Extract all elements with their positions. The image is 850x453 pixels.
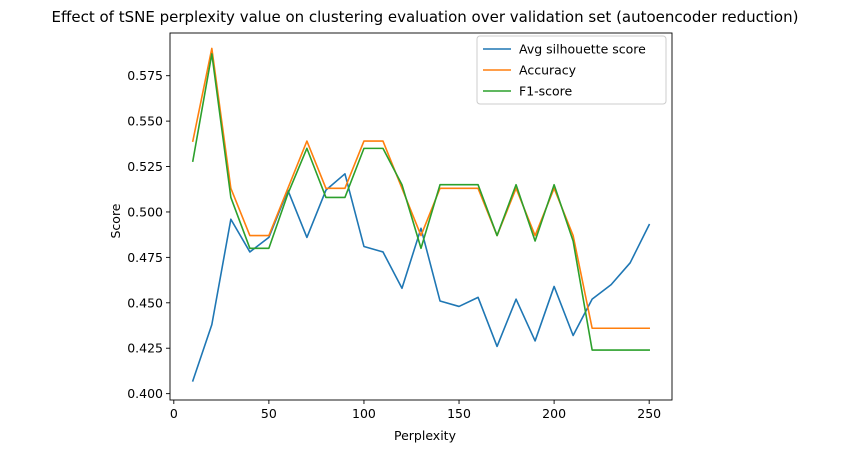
x-tick-label: 200 bbox=[542, 406, 566, 421]
x-axis-label: Perplexity bbox=[394, 428, 457, 443]
y-tick-label: 0.575 bbox=[127, 68, 163, 83]
series-line-1 bbox=[191, 47, 650, 330]
y-tick-label: 0.550 bbox=[127, 114, 163, 129]
y-tick-label: 0.425 bbox=[127, 341, 163, 356]
y-tick-label: 0.500 bbox=[127, 204, 163, 219]
y-axis-label: Score bbox=[108, 203, 123, 238]
chart-title: Effect of tSNE perplexity value on clust… bbox=[52, 8, 799, 26]
y-tick-label: 0.525 bbox=[127, 159, 163, 174]
series-line-2 bbox=[191, 53, 650, 351]
legend-label-2: F1-score bbox=[519, 84, 573, 99]
y-tick-label: 0.400 bbox=[127, 386, 163, 401]
x-tick-label: 0 bbox=[170, 406, 178, 421]
x-tick-label: 50 bbox=[261, 406, 277, 421]
x-tick-label: 150 bbox=[447, 406, 471, 421]
legend-label-0: Avg silhouette score bbox=[519, 42, 646, 57]
series-line-0 bbox=[191, 173, 651, 382]
legend-label-1: Accuracy bbox=[519, 63, 577, 78]
y-tick-label: 0.450 bbox=[127, 295, 163, 310]
plot-area: 0 50 100 150 200 250 0.400 0.425 0.450 0.475 0.500… bbox=[127, 32, 673, 421]
x-tick-label: 100 bbox=[352, 406, 376, 421]
y-tick-label: 0.475 bbox=[127, 250, 163, 265]
x-tick-label: 250 bbox=[637, 406, 661, 421]
axes-frame bbox=[169, 32, 673, 401]
legend: Avg silhouette score Accuracy F1-score bbox=[476, 35, 667, 105]
legend-box bbox=[476, 35, 667, 105]
